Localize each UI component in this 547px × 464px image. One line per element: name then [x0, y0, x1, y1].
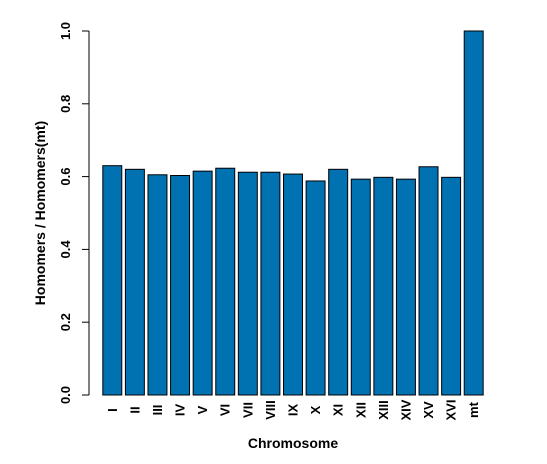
x-tick-label: VIII	[263, 400, 278, 420]
x-tick-label: XIV	[398, 399, 413, 420]
bar-I	[102, 165, 123, 396]
x-tick-label: IX	[286, 404, 301, 417]
x-tick-label: XIII	[376, 400, 391, 420]
x-tick-label: XVI	[444, 400, 459, 421]
y-axis: 0.0 0.2 0.4 0.6 0.8 1.0	[58, 22, 90, 404]
bar-IV	[170, 175, 191, 396]
bar-VIII	[260, 171, 281, 396]
bar-XV	[418, 166, 439, 396]
x-tick-labels: I II III IV V VI VII VIII IX X XI XII XIII XIV XV XVI mt	[105, 399, 481, 420]
bar-V	[192, 170, 213, 396]
y-axis-title: Homomers / Homomers(mt)	[32, 121, 48, 305]
bar-IX	[283, 173, 303, 396]
x-tick-label: XI	[331, 404, 346, 416]
x-tick-label: mt	[466, 401, 481, 418]
y-tick-label: 0.6	[58, 168, 73, 186]
y-tick-label: 0.4	[58, 240, 73, 259]
y-tick-label: 0.0	[58, 386, 73, 404]
bar-VII	[237, 171, 258, 396]
bar-III	[147, 174, 168, 396]
y-tick-label: 0.8	[58, 95, 73, 113]
bar-X	[305, 180, 326, 396]
x-tick-label: X	[308, 405, 323, 414]
x-tick-label: IV	[173, 404, 188, 417]
x-axis-title: Chromosome	[248, 435, 338, 451]
x-tick-label: III	[150, 405, 165, 416]
bar-XVI	[441, 176, 462, 396]
bar-mt	[463, 30, 484, 396]
bar-VI	[215, 167, 236, 396]
bars-group	[102, 30, 484, 396]
bar-II	[124, 168, 145, 396]
x-tick-label: I	[105, 408, 120, 412]
y-tick-label: 1.0	[58, 22, 73, 40]
x-tick-label: II	[127, 406, 142, 413]
x-tick-label: V	[195, 405, 210, 414]
y-tick-label: 0.2	[58, 313, 73, 331]
x-tick-label: XII	[353, 402, 368, 418]
x-tick-label: VI	[218, 404, 233, 416]
x-tick-label: XV	[421, 401, 436, 419]
bar-XIV	[395, 178, 416, 396]
bar-XII	[350, 178, 371, 396]
x-tick-label: VII	[240, 402, 255, 418]
bar-XI	[328, 168, 349, 396]
bar-XIII	[373, 176, 394, 396]
